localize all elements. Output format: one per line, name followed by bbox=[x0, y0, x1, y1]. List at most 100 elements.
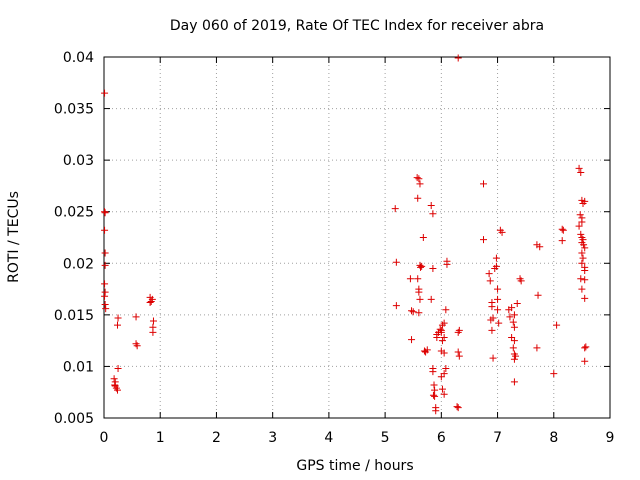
data-point bbox=[509, 318, 517, 326]
data-point bbox=[581, 344, 589, 352]
data-point bbox=[480, 180, 487, 188]
data-point bbox=[559, 226, 567, 234]
data-point bbox=[506, 313, 514, 321]
data-point bbox=[581, 357, 589, 365]
data-point bbox=[414, 275, 422, 283]
data-point bbox=[486, 277, 494, 285]
data-point bbox=[438, 337, 446, 345]
data-point bbox=[553, 321, 561, 329]
data-point bbox=[513, 300, 521, 308]
data-point bbox=[101, 89, 109, 97]
data-point bbox=[417, 263, 425, 271]
y-tick-label: 0.03 bbox=[63, 153, 94, 169]
data-point bbox=[454, 404, 462, 412]
data-point bbox=[431, 392, 439, 400]
data-point bbox=[430, 381, 438, 389]
data-point bbox=[409, 308, 417, 316]
data-point bbox=[495, 319, 503, 327]
data-point bbox=[415, 175, 423, 183]
data-point bbox=[489, 354, 497, 362]
data-point bbox=[455, 352, 463, 360]
data-point bbox=[436, 325, 444, 333]
x-tick-label: 9 bbox=[606, 430, 615, 446]
data-point bbox=[101, 261, 109, 269]
data-point bbox=[415, 309, 423, 317]
data-point bbox=[488, 303, 496, 311]
y-tick-label: 0.035 bbox=[54, 102, 94, 118]
data-point bbox=[442, 364, 450, 372]
data-point bbox=[102, 305, 110, 313]
data-points bbox=[101, 54, 590, 415]
chart-title: Day 060 of 2019, Rate Of TEC Index for r… bbox=[170, 18, 544, 34]
data-point bbox=[429, 210, 437, 218]
data-point bbox=[101, 226, 109, 234]
data-point bbox=[510, 323, 518, 331]
data-point bbox=[406, 275, 414, 283]
data-point bbox=[581, 197, 589, 205]
x-tick-label: 3 bbox=[268, 430, 277, 446]
data-point bbox=[533, 344, 541, 352]
data-point bbox=[418, 262, 426, 270]
data-point bbox=[149, 317, 157, 325]
y-tick-label: 0.015 bbox=[54, 308, 94, 324]
y-tick-labels: 0.005 0.01 0.015 0.02 0.025 0.03 0.035 0.04 bbox=[54, 50, 94, 427]
data-point bbox=[581, 294, 589, 302]
data-point bbox=[509, 344, 517, 352]
data-point bbox=[512, 352, 520, 360]
axis-ticks bbox=[103, 56, 611, 419]
x-axis-label: GPS time / hours bbox=[296, 458, 413, 474]
y-tick-label: 0.04 bbox=[63, 50, 94, 66]
data-point bbox=[581, 267, 589, 275]
data-point bbox=[101, 249, 109, 257]
data-point bbox=[453, 403, 461, 411]
data-point bbox=[510, 378, 518, 386]
x-tick-label: 5 bbox=[381, 430, 390, 446]
data-point bbox=[575, 164, 583, 172]
data-point bbox=[432, 407, 440, 415]
data-point bbox=[581, 244, 589, 252]
data-point bbox=[438, 385, 446, 393]
x-tick-label: 4 bbox=[324, 430, 333, 446]
data-point bbox=[534, 291, 542, 299]
data-point bbox=[101, 292, 109, 300]
data-point bbox=[429, 264, 437, 272]
data-point bbox=[578, 285, 586, 293]
x-tick-label: 7 bbox=[493, 430, 502, 446]
data-point bbox=[454, 54, 462, 62]
data-point bbox=[429, 391, 437, 399]
data-point bbox=[440, 319, 448, 327]
data-point bbox=[558, 237, 566, 245]
x-tick-label: 1 bbox=[156, 430, 165, 446]
data-point bbox=[517, 277, 525, 285]
x-tick-labels: 0 1 2 3 4 5 6 7 8 9 bbox=[100, 430, 615, 446]
data-point bbox=[416, 180, 424, 188]
data-point bbox=[419, 234, 427, 241]
data-point bbox=[413, 174, 421, 182]
data-point bbox=[510, 311, 518, 319]
data-point bbox=[578, 259, 586, 267]
data-point bbox=[487, 316, 495, 324]
data-point bbox=[110, 375, 118, 383]
data-point bbox=[510, 355, 518, 363]
data-point bbox=[101, 280, 109, 288]
data-point bbox=[392, 302, 400, 310]
data-point bbox=[480, 236, 487, 244]
data-point bbox=[414, 194, 422, 202]
data-point bbox=[111, 381, 119, 389]
x-tick-label: 2 bbox=[212, 430, 221, 446]
data-point bbox=[578, 249, 586, 257]
data-point bbox=[132, 313, 140, 321]
data-point bbox=[577, 169, 585, 177]
data-point bbox=[427, 295, 435, 303]
data-point bbox=[416, 295, 424, 303]
data-point bbox=[443, 260, 451, 268]
data-point bbox=[415, 288, 423, 296]
data-point bbox=[429, 368, 437, 376]
x-tick-label: 8 bbox=[549, 430, 558, 446]
data-point bbox=[579, 236, 587, 244]
data-point bbox=[576, 211, 584, 219]
data-point bbox=[101, 208, 109, 216]
data-point bbox=[488, 326, 496, 334]
data-point bbox=[111, 382, 119, 390]
